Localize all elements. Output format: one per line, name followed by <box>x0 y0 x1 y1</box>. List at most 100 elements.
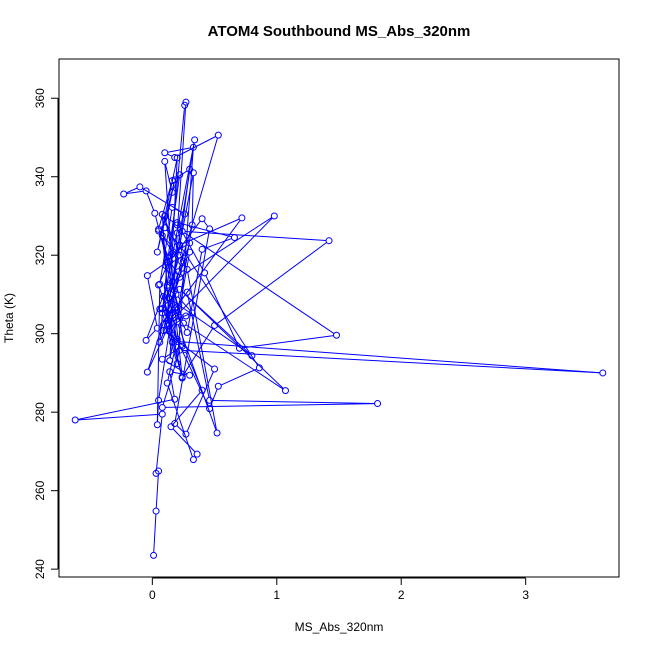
series-segment <box>179 222 232 238</box>
data-point <box>142 336 150 344</box>
series-segment <box>126 190 144 195</box>
data-point <box>171 287 179 295</box>
data-point <box>156 280 164 288</box>
data-point <box>153 248 161 256</box>
data-point <box>186 371 194 379</box>
data-point <box>213 429 221 437</box>
series-segment <box>146 288 167 338</box>
data-point <box>168 188 176 196</box>
data-point <box>173 360 181 368</box>
data-point <box>206 396 214 404</box>
x-tick-label: 1 <box>273 588 280 602</box>
data-point <box>172 290 180 298</box>
data-point <box>156 338 164 346</box>
series-segment <box>162 352 180 405</box>
data-point <box>173 154 181 162</box>
data-point <box>166 368 174 376</box>
data-point <box>168 203 176 211</box>
data-point <box>201 269 209 277</box>
series-segment <box>169 160 178 296</box>
series-segment <box>178 137 218 269</box>
series-segment <box>170 217 273 322</box>
series-segment <box>186 371 214 432</box>
data-point <box>173 318 181 326</box>
data-point <box>198 386 206 394</box>
data-point <box>182 430 190 438</box>
data-point <box>161 157 169 165</box>
series-segment <box>167 153 173 157</box>
series-segment <box>163 299 183 376</box>
data-point <box>183 288 191 296</box>
data-point <box>142 187 150 195</box>
data-point <box>162 326 170 334</box>
series-segment <box>187 252 203 330</box>
data-point <box>198 215 206 223</box>
data-point <box>158 305 166 313</box>
data-point <box>152 507 160 515</box>
data-point <box>71 416 79 424</box>
data-point <box>178 227 186 235</box>
data-point <box>171 153 179 161</box>
series-segment <box>178 225 204 271</box>
data-point <box>153 324 161 332</box>
x-tick-label: 2 <box>398 588 405 602</box>
series-segment <box>160 318 170 340</box>
series-segment <box>166 268 184 321</box>
data-point <box>198 245 206 253</box>
data-point <box>186 165 194 173</box>
data-point <box>182 312 190 320</box>
data-point <box>165 319 173 327</box>
series-segment <box>191 175 194 223</box>
series-segment <box>184 232 335 335</box>
data-point <box>173 338 181 346</box>
series-segment <box>148 309 177 370</box>
data-point <box>176 171 184 179</box>
y-tick-label: 280 <box>33 402 47 422</box>
data-point <box>183 265 191 273</box>
data-point <box>181 210 189 218</box>
series-segment <box>216 242 327 325</box>
data-point <box>189 169 197 177</box>
data-point <box>163 379 171 387</box>
data-point <box>171 420 179 428</box>
data-point <box>143 272 151 280</box>
series-segment <box>176 150 194 361</box>
data-point <box>270 212 278 220</box>
series-segment <box>161 217 171 329</box>
data-point <box>211 365 219 373</box>
series-segment <box>155 417 163 471</box>
series-segment <box>174 217 273 281</box>
data-point <box>211 321 219 329</box>
data-point <box>161 149 169 157</box>
data-point <box>155 225 163 233</box>
data-point <box>206 405 214 413</box>
series-segment <box>176 105 187 230</box>
data-point <box>168 309 176 317</box>
data-point <box>173 303 181 311</box>
series-segment <box>78 413 160 421</box>
data-point <box>150 551 158 559</box>
series-segment <box>126 187 138 194</box>
series-segment <box>185 230 327 241</box>
y-tick-label: 300 <box>33 323 47 343</box>
data-point <box>174 268 182 276</box>
data-point <box>206 225 214 233</box>
data-point <box>158 355 166 363</box>
data-point <box>168 278 176 286</box>
data-point <box>599 369 607 377</box>
data-point <box>162 262 170 270</box>
data-point <box>136 183 144 191</box>
data-point <box>173 221 181 229</box>
data-point <box>167 423 175 431</box>
series-segment <box>164 360 188 375</box>
series-segment <box>187 272 217 431</box>
y-tick-label: 340 <box>33 166 47 186</box>
y-axis-label: Theta (K) <box>2 293 16 343</box>
series-segment <box>153 514 157 553</box>
series-segment <box>212 399 375 404</box>
data-point <box>173 335 181 343</box>
data-point <box>163 281 171 289</box>
data-point <box>173 229 181 237</box>
data-point <box>158 403 166 411</box>
